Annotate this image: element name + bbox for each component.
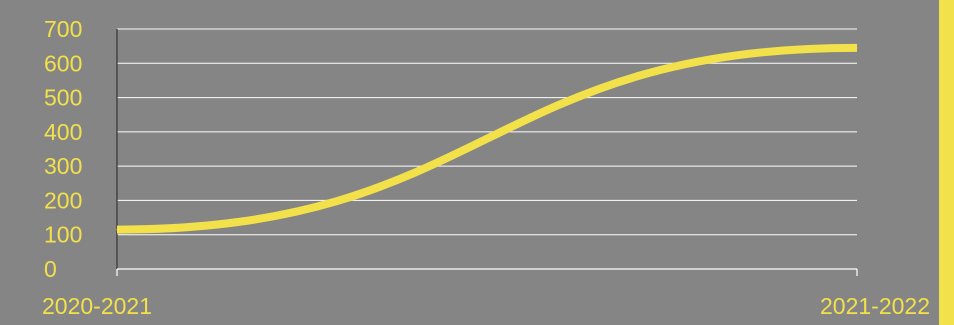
grid-lines [117,28,857,236]
y-tick-label: 300 [44,153,82,179]
y-tick-label: 0 [44,256,57,282]
series-layer [116,43,858,234]
data-point [856,47,858,49]
x-tick-label: 2021-2022 [820,293,930,319]
y-tick-label: 200 [44,187,82,213]
y-tick-label: 400 [44,119,82,145]
y-tick-label: 500 [44,85,82,111]
y-tick-labels: 0 100 200 300 400 500 600 700 [44,16,82,282]
data-point [116,229,118,231]
y-tick-label: 100 [44,222,82,248]
y-tick-label: 700 [44,16,82,42]
x-tick-label: 2020-2021 [42,293,152,319]
right-accent-bar [939,0,954,325]
y-tick-label: 600 [44,50,82,76]
x-tick-labels: 2020-2021 2021-2022 [42,293,930,319]
axes [116,29,858,276]
series-line-0 [116,43,858,234]
